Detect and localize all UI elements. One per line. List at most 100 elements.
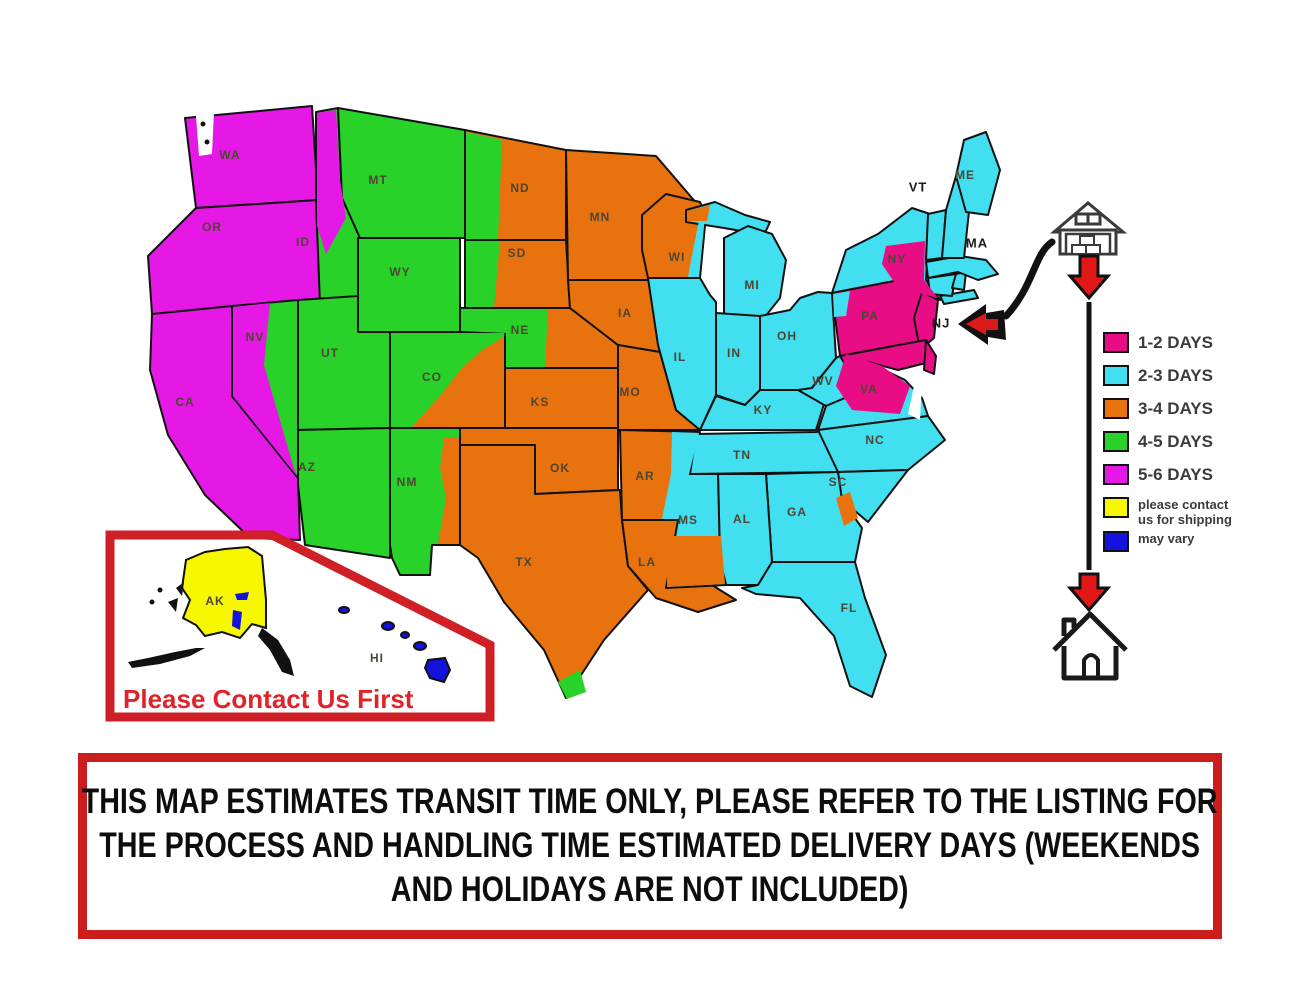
state-AL (717, 473, 773, 586)
legend-swatch-5-6 (1103, 464, 1129, 485)
zone-patch-va-north (836, 354, 910, 414)
legend-contact-line2: us for shipping (1138, 512, 1232, 527)
hawaii-islands (338, 606, 452, 684)
legend-swatch-2-3 (1103, 365, 1129, 386)
zone-patch-nd-west (466, 132, 502, 239)
map-states (147, 105, 1001, 699)
zone-patch-pa-northwest (833, 291, 850, 317)
ak-islet (149, 599, 155, 605)
disclaimer-text: THIS MAP ESTIMATES TRANSIT TIME ONLY, PL… (82, 780, 1218, 912)
ak-lake (235, 592, 249, 600)
warehouse-box (1085, 244, 1101, 255)
left-arrow-red (966, 313, 998, 335)
legend-swatch-1-2 (1103, 332, 1129, 353)
hawaii-island (400, 631, 410, 639)
hawaii-island (413, 641, 427, 651)
zone-patch-nv-west (233, 303, 297, 476)
ak-lake (232, 610, 242, 630)
house-roof (1052, 611, 1128, 652)
warehouse-box (1071, 244, 1087, 255)
state-ME (955, 131, 1001, 216)
ak-islet (157, 587, 163, 593)
route-arrows (958, 238, 1112, 613)
legend-row-1-2: 1-2 DAYS (1103, 332, 1278, 353)
zone-patch-co-southeast (412, 336, 504, 427)
zone-patch-nm-east (438, 438, 459, 544)
zone-patch-ga-coast (836, 492, 858, 526)
zone-patch-tx-tip (558, 670, 586, 699)
legend-swatch-contact (1103, 497, 1129, 518)
state-long-island (939, 289, 979, 305)
inset-caption: Please Contact Us First (123, 684, 414, 714)
legend-swatch-3-4 (1103, 398, 1129, 419)
aleutian-islands (128, 648, 205, 668)
legend-row-vary: may vary (1103, 531, 1278, 552)
water-details (196, 111, 922, 420)
zone-patch-ne-west (461, 309, 548, 367)
legend-swatch-vary (1103, 531, 1129, 552)
disclaimer-line1: THIS MAP ESTIMATES TRANSIT TIME ONLY, PL… (82, 782, 1218, 821)
state-KS (504, 367, 619, 429)
ak-coast-islet (176, 582, 184, 596)
zone-patch-wi-east (688, 216, 705, 277)
state-NC (817, 415, 946, 473)
puget-island (200, 121, 206, 127)
zone-patch-up-west (687, 205, 710, 221)
warehouse-icon (1049, 201, 1128, 256)
disclaimer-line2: THE PROCESS AND HANDLING TIME ESTIMATED … (99, 826, 1201, 865)
house-icon (1052, 611, 1128, 681)
state-MI (723, 225, 787, 319)
state-KY (699, 389, 825, 431)
state-DE (923, 339, 937, 375)
puget-sound (196, 111, 214, 156)
legend-row-contact: please contact us for shipping (1103, 497, 1278, 527)
disclaimer-line3: AND HOLIDAYS ARE NOT INCLUDED) (391, 870, 909, 909)
house-chimney (1061, 617, 1077, 636)
down-arrow-top (1066, 254, 1112, 301)
state-WY (357, 237, 461, 333)
down-arrow-bottom (1066, 572, 1112, 613)
state-MT (337, 107, 466, 239)
zone-patch-ar-east (662, 432, 699, 519)
legend-row-3-4: 3-4 DAYS (1103, 398, 1278, 419)
alaska-shape (180, 545, 267, 640)
chesapeake-bay (908, 382, 922, 420)
state-IN (715, 312, 761, 406)
zone-patch-sd-west (466, 241, 500, 307)
state-AZ (297, 427, 391, 559)
legend-label: 3-4 DAYS (1138, 398, 1213, 418)
legend-row-5-6: 5-6 DAYS (1103, 464, 1278, 485)
legend-vary-label: may vary (1138, 531, 1195, 546)
zone-overlays (233, 110, 938, 699)
hawaii-big-island (423, 656, 452, 684)
inset-border (105, 530, 495, 722)
state-OR (147, 199, 321, 315)
disclaimer-box: THIS MAP ESTIMATES TRANSIT TIME ONLY, PL… (78, 753, 1222, 939)
house-door (1082, 653, 1100, 678)
state-TX (459, 444, 649, 699)
house-body (1061, 646, 1119, 681)
legend: 1-2 DAYS 2-3 DAYS 3-4 DAYS 4-5 DAYS 5-6 … (1103, 332, 1278, 556)
legend-label: 5-6 DAYS (1138, 464, 1213, 484)
legend-row-2-3: 2-3 DAYS (1103, 365, 1278, 386)
legend-contact-line1: please contact (1138, 497, 1229, 512)
legend-contact-text: please contact us for shipping (1138, 497, 1232, 527)
legend-label: 1-2 DAYS (1138, 332, 1213, 352)
alaska-panhandle (258, 628, 294, 676)
state-FL (741, 561, 887, 698)
zone-patch-id-west (317, 110, 346, 254)
warehouse-box (1079, 235, 1095, 246)
curved-arrow-line (1002, 238, 1056, 320)
zone-patch-ny-southeast (882, 241, 938, 298)
hawaii-island (338, 606, 350, 614)
inset-group (105, 530, 495, 722)
zone-patch-ms-south (667, 536, 725, 587)
hawaii-island (381, 621, 395, 631)
ak-coast-islet (168, 598, 178, 612)
legend-label: 2-3 DAYS (1138, 365, 1213, 385)
legend-label: 4-5 DAYS (1138, 431, 1213, 451)
legend-swatch-4-5 (1103, 431, 1129, 452)
legend-row-4-5: 4-5 DAYS (1103, 431, 1278, 452)
